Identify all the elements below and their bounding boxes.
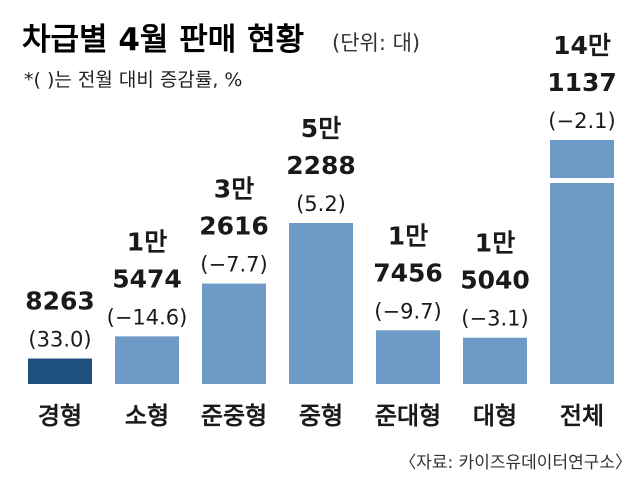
value-label-7-2: 1137 <box>547 68 617 97</box>
category-label-5: 준대형 <box>375 402 441 430</box>
change-label-3: (−7.7) <box>200 253 267 277</box>
bar-5 <box>376 330 440 384</box>
bar-2 <box>115 336 179 384</box>
value-label-2-2: 5474 <box>112 264 182 293</box>
category-label-6: 대형 <box>473 402 517 430</box>
value-label-5-2: 7456 <box>373 258 443 287</box>
bar-1 <box>28 358 92 384</box>
change-label-2: (−14.6) <box>107 305 188 329</box>
change-label-5: (−9.7) <box>374 299 441 323</box>
value-label-6-2: 5040 <box>460 266 530 295</box>
bar-break-gap <box>548 178 616 183</box>
value-label-6-1: 1만 <box>475 229 515 258</box>
category-label-7: 전체 <box>560 402 604 430</box>
value-label-4-1: 5만 <box>301 114 341 143</box>
value-label-1-1: 8263 <box>25 287 95 316</box>
value-label-3-2: 2616 <box>199 212 269 241</box>
bar-4 <box>289 223 353 384</box>
category-label-1: 경형 <box>38 402 82 430</box>
bar-7 <box>550 140 614 384</box>
footnote: *( )는 전월 대비 증감률, % <box>24 69 242 91</box>
chart-title: 차급별 4월 판매 현황 <box>22 22 304 58</box>
category-label-2: 소형 <box>125 402 169 430</box>
unit-label: (단위: 대) <box>332 31 420 55</box>
change-label-1: (33.0) <box>28 328 91 352</box>
category-label-3: 준중형 <box>201 402 267 430</box>
value-label-4-2: 2288 <box>286 151 356 180</box>
value-label-5-1: 1만 <box>388 221 428 250</box>
change-label-4: (5.2) <box>296 192 346 216</box>
bar-6 <box>463 337 527 384</box>
value-label-3-1: 3만 <box>214 175 254 204</box>
change-label-6: (−3.1) <box>461 307 528 331</box>
change-label-7: (−2.1) <box>548 109 615 133</box>
value-label-7-1: 14만 <box>553 31 611 60</box>
bar-3 <box>202 283 266 384</box>
category-label-4: 중형 <box>299 402 343 430</box>
value-label-2-1: 1만 <box>127 227 167 256</box>
source-label: 〈자료: 카이즈유데이터연구소〉 <box>399 453 632 473</box>
